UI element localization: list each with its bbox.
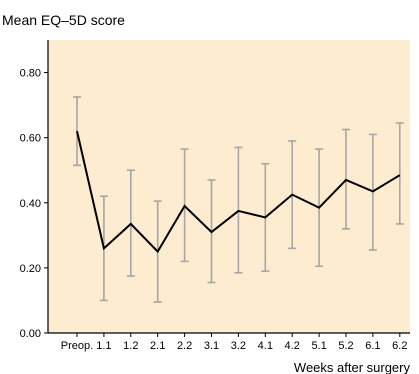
y-tick-label: 0.00 bbox=[20, 328, 41, 340]
x-tick-label: 3.2 bbox=[231, 340, 246, 352]
x-tick-label: 4.1 bbox=[258, 340, 273, 352]
x-tick-label: 1.2 bbox=[123, 340, 138, 352]
y-tick-labels: 0.00 0.20 0.40 0.60 0.80 bbox=[20, 68, 48, 340]
x-tick-label: 4.2 bbox=[285, 340, 300, 352]
series-lines bbox=[76, 130, 401, 254]
plot-area bbox=[48, 40, 410, 333]
x-tick-label: 6.1 bbox=[365, 340, 380, 352]
x-tick-labels: Preop. 1.1 1.2 2.1 2.2 3.1 3.2 4.1 4.2 5.1 5.2 6.1 6… bbox=[61, 333, 407, 352]
x-tick-label: 2.2 bbox=[177, 340, 192, 352]
x-tick-label: 5.1 bbox=[311, 340, 326, 352]
axes bbox=[47, 40, 410, 334]
chart-title: Mean EQ–5D score bbox=[2, 12, 125, 28]
x-tick-label: Preop. bbox=[61, 340, 93, 352]
y-tick-label: 0.20 bbox=[20, 263, 41, 275]
x-tick-label: 3.1 bbox=[204, 340, 219, 352]
x-tick-label: 5.2 bbox=[338, 340, 353, 352]
x-axis-label: Weeks after surgery bbox=[294, 360, 411, 374]
y-tick-label: 0.60 bbox=[20, 133, 41, 145]
series-line bbox=[76, 130, 401, 254]
y-tick-label: 0.40 bbox=[20, 198, 41, 210]
x-tick-label: 1.1 bbox=[96, 340, 111, 352]
error-bar bbox=[395, 122, 404, 225]
x-tick-label: 6.2 bbox=[392, 340, 407, 352]
x-tick-label: 2.1 bbox=[150, 340, 165, 352]
y-tick-label: 0.80 bbox=[20, 68, 41, 80]
